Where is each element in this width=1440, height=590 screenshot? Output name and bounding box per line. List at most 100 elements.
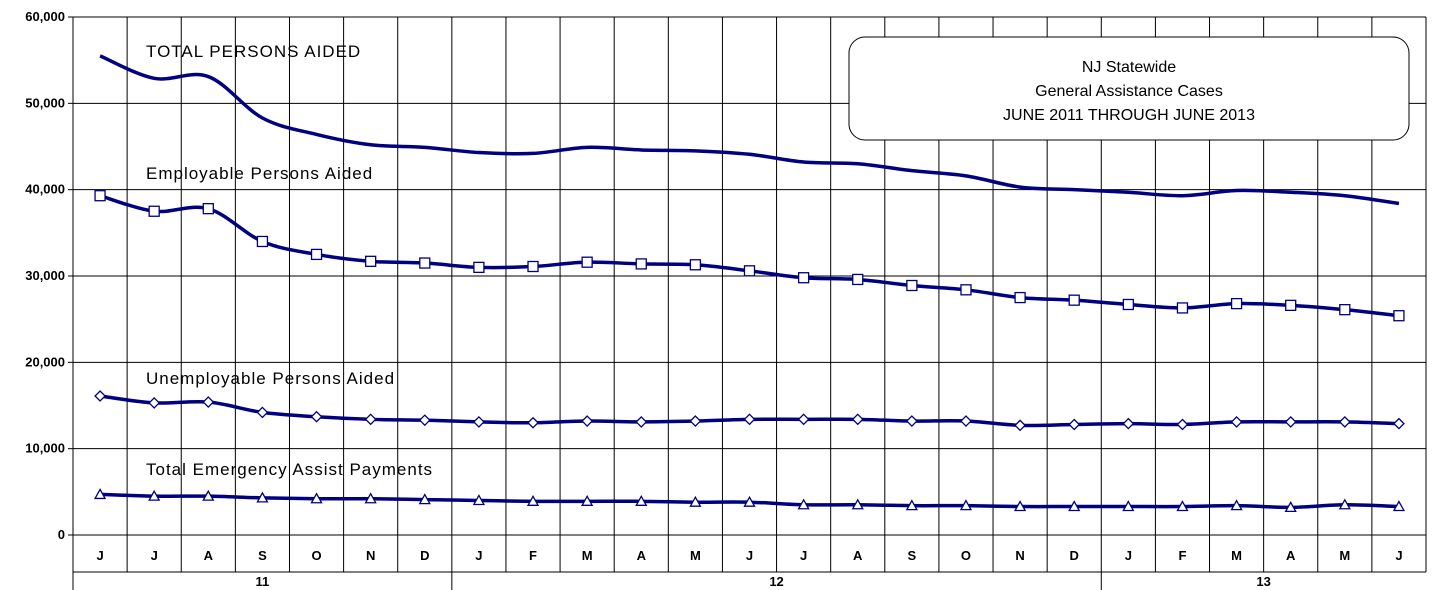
series-line-2: [99, 194, 1400, 318]
x-tick-label: N: [1015, 548, 1024, 563]
title-box-frame: [848, 36, 1410, 141]
data-point: [148, 396, 161, 409]
series-line-1: [99, 54, 1400, 206]
data-point: [472, 415, 485, 428]
x-tick-label: D: [1070, 548, 1079, 563]
chart-title-line-2: General Assistance Cases: [1035, 83, 1223, 100]
x-tick-label: M: [1231, 548, 1242, 563]
x-tick-label: S: [258, 548, 267, 563]
y-tick-label: 60,000: [25, 9, 65, 24]
series-label-2: Employable Persons Aided: [146, 164, 373, 183]
data-point: [1122, 417, 1135, 430]
data-point: [851, 413, 864, 426]
data-point: [1393, 417, 1405, 430]
data-point: [527, 416, 539, 429]
grid: [73, 16, 1426, 572]
data-point: [1230, 297, 1243, 310]
data-point: [852, 273, 864, 286]
x-tick-label: A: [204, 548, 214, 563]
data-point: [743, 495, 756, 507]
x-tick-label: D: [420, 548, 429, 563]
year-label: 13: [1256, 574, 1270, 589]
y-tick-label: 0: [58, 527, 65, 542]
data-point: [94, 190, 106, 202]
x-tick-label: A: [637, 548, 647, 563]
x-tick-label: N: [366, 548, 375, 563]
data-point: [1285, 299, 1297, 312]
x-tick-label: O: [311, 548, 321, 563]
x-tick-label: J: [475, 548, 482, 563]
data-point: [148, 489, 161, 501]
data-point: [1284, 501, 1297, 513]
data-point: [1122, 500, 1135, 512]
x-tick-label: S: [908, 548, 917, 563]
series-label-4: Total Emergency Assist Payments: [146, 460, 433, 479]
x-tick-label: A: [853, 548, 863, 563]
data-point: [581, 415, 594, 427]
data-point: [1338, 498, 1351, 510]
data-point: [148, 205, 160, 217]
data-point: [526, 494, 540, 506]
data-point: [689, 495, 702, 507]
x-tick-label: J: [151, 548, 158, 563]
data-point: [472, 494, 486, 506]
year-label: 11: [256, 574, 270, 589]
y-tick-label: 10,000: [25, 441, 65, 456]
data-point: [960, 284, 972, 296]
data-point: [581, 494, 594, 506]
data-point: [364, 413, 377, 426]
data-point: [473, 261, 485, 274]
data-point: [1230, 499, 1243, 511]
data-point: [1013, 500, 1027, 512]
data-point: [689, 415, 702, 427]
x-tick-label: A: [1286, 548, 1296, 563]
data-point: [256, 406, 269, 419]
data-point: [93, 488, 107, 500]
data-point: [797, 272, 810, 284]
data-point: [364, 492, 377, 504]
data-point: [1176, 500, 1189, 512]
data-point: [743, 265, 756, 277]
x-tick-label: M: [582, 548, 593, 563]
data-point: [635, 258, 647, 270]
y-tick-label: 50,000: [25, 95, 65, 110]
data-point: [1338, 415, 1351, 428]
data-point: [310, 410, 323, 423]
data-point: [906, 279, 918, 292]
data-point: [202, 489, 215, 501]
data-point: [1014, 419, 1027, 432]
series-labels: TOTAL PERSONS AIDED Employable Persons Ai…: [146, 42, 433, 479]
data-point: [905, 415, 918, 427]
data-point: [743, 413, 756, 426]
data-point: [94, 390, 106, 402]
data-point: [1392, 500, 1406, 512]
y-tick-label: 30,000: [25, 268, 65, 283]
data-point: [1068, 500, 1081, 512]
data-point: [1068, 418, 1081, 431]
x-tick-label: F: [529, 548, 537, 563]
data-point: [1176, 302, 1189, 314]
x-tick-label: F: [1178, 548, 1186, 563]
data-point: [419, 257, 431, 269]
data-point: [527, 260, 539, 273]
data-point: [1122, 298, 1134, 311]
data-point: [310, 248, 323, 261]
data-point: [202, 203, 214, 215]
data-point: [635, 415, 648, 428]
chart-title-box: NJ Statewide General Assistance Cases JU…: [848, 36, 1410, 141]
data-point: [581, 256, 593, 268]
data-point: [635, 494, 648, 506]
y-tick-label: 40,000: [25, 182, 65, 197]
x-tick-label: J: [800, 548, 807, 563]
x-tick-label: J: [1395, 548, 1402, 563]
data-point: [1284, 415, 1297, 428]
data-point: [1068, 294, 1080, 306]
data-point: [418, 414, 431, 427]
chart-title-line-3: JUNE 2011 THROUGH JUNE 2013: [1003, 107, 1255, 124]
series-label-1: TOTAL PERSONS AIDED: [146, 42, 361, 61]
data-point: [256, 235, 269, 248]
data-point: [797, 498, 810, 510]
data-point: [959, 499, 973, 511]
